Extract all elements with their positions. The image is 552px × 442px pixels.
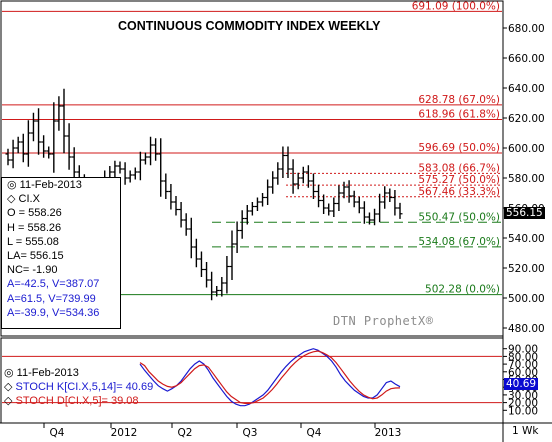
price-y-tick-label: 640.00 bbox=[508, 83, 545, 95]
fib-level-label: 618.96 (61.8%) bbox=[418, 109, 500, 121]
fib-level-label: 534.08 (67.0%) bbox=[418, 236, 500, 248]
x-tick-label: Q2 bbox=[178, 427, 193, 439]
stoch-y-tick-label: 90.00 bbox=[508, 344, 538, 356]
price-y-tick-label: 680.00 bbox=[508, 23, 545, 35]
info-open: O = 558.26 bbox=[7, 207, 62, 220]
fib-level-label: 583.08 (66.7%) bbox=[418, 162, 500, 174]
x-tick-label: Q4 bbox=[50, 427, 65, 439]
watermark: DTN ProphetX® bbox=[333, 314, 434, 328]
x-tick-label: 2013 bbox=[375, 427, 402, 439]
fib-level-label: 575.27 (50.0%) bbox=[418, 174, 500, 186]
info-a2: A=61.5, V=739.99 bbox=[7, 292, 96, 305]
x-axis: Q4 2012 Q2 Q3 Q4 2013 bbox=[43, 423, 402, 439]
fib-level-label: 550.47 (50.0%) bbox=[418, 211, 500, 223]
price-y-tick-label: 520.00 bbox=[508, 263, 545, 275]
price-y-tick-label: 580.00 bbox=[508, 173, 545, 185]
diamond-icon: ◇ bbox=[7, 193, 16, 206]
stoch-info-box: ◎ 11-Feb-2013 ◇ STOCH K[CI.X,5,14]= 40.6… bbox=[1, 366, 177, 414]
fib-level-label: 628.78 (67.0%) bbox=[418, 94, 500, 106]
stoch-d-legend: ◇ STOCH D[CI.X,5]= 39.08 bbox=[4, 395, 139, 408]
fib-level-label: 502.28 (0.0%) bbox=[425, 284, 500, 296]
stoch-y-tick-label: 30.00 bbox=[508, 390, 538, 402]
info-date: ◎ 11-Feb-2013 bbox=[7, 179, 82, 191]
x-tick-label: Q4 bbox=[307, 427, 322, 439]
price-y-tick-label: 500.00 bbox=[508, 293, 545, 305]
period-label: 1 Wk bbox=[512, 425, 539, 437]
diamond-icon: ◇ bbox=[4, 395, 13, 408]
price-y-tick-label: 660.00 bbox=[508, 53, 545, 65]
fib-level-label: 596.69 (50.0%) bbox=[418, 142, 500, 154]
fib-level-label: 567.46 (33.3%) bbox=[418, 186, 500, 198]
stoch-y-tick-label: 20.00 bbox=[508, 398, 538, 410]
stoch-date: ◎ 11-Feb-2013 bbox=[4, 367, 79, 379]
price-info-box: ◎ 11-Feb-2013 ◇ CI.X O = 558.26 H = 558.… bbox=[1, 177, 121, 329]
stoch-d-line bbox=[139, 350, 401, 404]
price-y-tick-label: 540.00 bbox=[508, 233, 545, 245]
price-y-tick-label: 600.00 bbox=[508, 143, 545, 155]
info-high: H = 558.26 bbox=[7, 221, 62, 234]
crosshair-icon: ◎ bbox=[4, 367, 14, 379]
stoch-y-tick-label: 70.00 bbox=[508, 359, 538, 371]
price-y-tick-label: 480.00 bbox=[508, 323, 545, 335]
stoch-panel bbox=[2, 348, 502, 407]
price-y-axis: 480.00500.00520.00540.00560.00580.00600.… bbox=[503, 23, 545, 335]
info-net-change: NC= -1.90 bbox=[7, 264, 58, 277]
last-price-tag: 556.15 bbox=[504, 207, 545, 219]
info-last: LA= 556.15 bbox=[7, 250, 64, 263]
info-a3: A=-39.9, V=534.36 bbox=[7, 306, 100, 319]
stoch-y-tick-label: 80.00 bbox=[508, 351, 538, 363]
chart-title: CONTINUOUS COMMODITY INDEX WEEKLY bbox=[118, 19, 381, 33]
x-tick-label: 2012 bbox=[111, 427, 138, 439]
info-a1: A=-42.5, V=387.07 bbox=[7, 278, 100, 291]
price-y-tick-label: 620.00 bbox=[508, 113, 545, 125]
stoch-y-tick-label: 10.00 bbox=[508, 405, 538, 417]
info-symbol: ◇ CI.X bbox=[7, 193, 40, 206]
price-bars bbox=[5, 88, 403, 301]
stoch-value-tag: 40.69 bbox=[504, 378, 539, 390]
stoch-k-legend: ◇ STOCH K[CI.X,5,14]= 40.69 bbox=[4, 381, 154, 394]
crosshair-icon: ◎ bbox=[7, 179, 17, 191]
stoch-y-tick-label: 60.00 bbox=[508, 367, 538, 379]
fib-level-label: 691.09 (100.0%) bbox=[412, 0, 500, 12]
diamond-icon: ◇ bbox=[4, 381, 13, 394]
stoch-k-line bbox=[139, 348, 401, 407]
info-low: L = 555.08 bbox=[7, 235, 59, 248]
x-tick-label: Q3 bbox=[243, 427, 258, 439]
